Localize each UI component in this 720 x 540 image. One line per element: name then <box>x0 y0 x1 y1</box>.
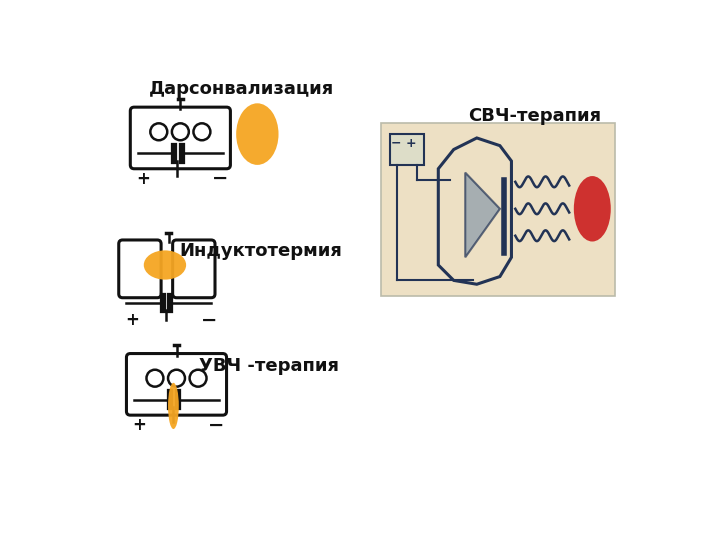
Ellipse shape <box>236 103 279 165</box>
Text: −: − <box>391 137 401 150</box>
Circle shape <box>150 123 167 140</box>
Bar <box>390 134 425 165</box>
Circle shape <box>194 123 210 140</box>
Text: +: + <box>125 311 139 329</box>
Circle shape <box>168 370 185 387</box>
FancyBboxPatch shape <box>119 240 161 298</box>
Ellipse shape <box>144 251 186 280</box>
Text: +: + <box>406 137 417 150</box>
Ellipse shape <box>168 383 179 429</box>
Bar <box>381 123 616 296</box>
Polygon shape <box>465 173 500 257</box>
Text: +: + <box>137 170 150 188</box>
Circle shape <box>189 370 207 387</box>
Circle shape <box>172 123 189 140</box>
FancyBboxPatch shape <box>127 354 227 415</box>
Ellipse shape <box>574 176 611 241</box>
Circle shape <box>146 370 163 387</box>
Text: −: − <box>208 416 225 435</box>
Text: Индуктотермия: Индуктотермия <box>180 242 343 260</box>
Text: −: − <box>212 169 228 188</box>
Text: −: − <box>201 310 217 329</box>
Text: +: + <box>132 416 146 434</box>
Text: СВЧ-терапия: СВЧ-терапия <box>468 107 601 125</box>
FancyBboxPatch shape <box>173 240 215 298</box>
Text: УВЧ -терапия: УВЧ -терапия <box>199 357 339 375</box>
Text: Дарсонвализация: Дарсонвализация <box>149 80 335 98</box>
FancyBboxPatch shape <box>130 107 230 168</box>
